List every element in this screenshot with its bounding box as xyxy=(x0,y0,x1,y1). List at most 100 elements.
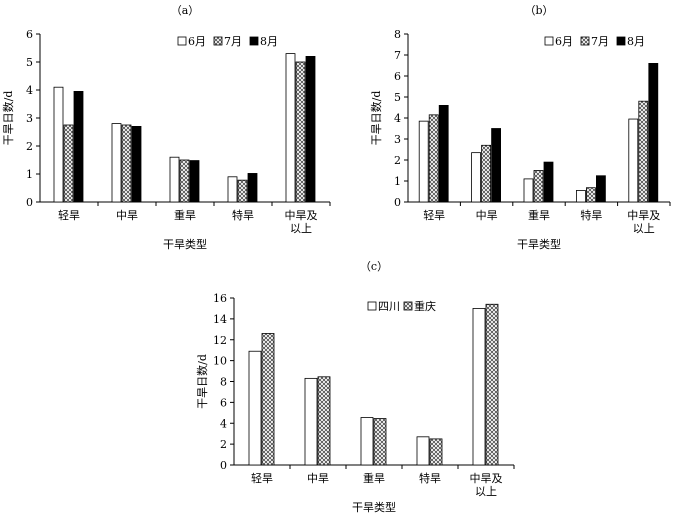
y-tick-label: 10 xyxy=(213,355,227,368)
y-tick-label: 4 xyxy=(26,84,33,97)
legend-label-2: 8月 xyxy=(260,35,278,48)
bar-四川-0 xyxy=(248,350,262,466)
bar-8月-1 xyxy=(491,128,502,203)
bar-6月-3 xyxy=(227,176,238,203)
legend-swatch-0 xyxy=(367,301,377,311)
legend-swatch-0 xyxy=(544,36,554,46)
x-tick-label: 中旱及以上 xyxy=(285,209,318,235)
panel-label: （b） xyxy=(524,4,553,17)
legend-label-0: 6月 xyxy=(188,35,206,48)
bar-四川-2 xyxy=(360,417,374,466)
bar-8月-3 xyxy=(596,175,606,203)
y-tick-label: 0 xyxy=(394,196,401,209)
y-tick-label: 2 xyxy=(26,140,33,153)
bar-8月-2 xyxy=(189,160,200,203)
y-tick-label: 5 xyxy=(394,91,401,104)
bar-四川-4 xyxy=(472,308,486,466)
legend-swatch-0 xyxy=(177,36,187,46)
bar-8月-0 xyxy=(73,91,84,203)
legend-label-2: 8月 xyxy=(627,35,645,48)
x-tick-label: 中旱及以上 xyxy=(627,209,660,235)
bar-6月-2 xyxy=(523,178,534,203)
y-tick-label: 5 xyxy=(26,56,33,69)
legend-swatch-2 xyxy=(616,36,626,46)
bar-重庆-2 xyxy=(373,418,387,466)
y-axis-label: 干旱日数/d xyxy=(370,91,383,146)
x-tick-label: 特旱 xyxy=(232,208,254,222)
bar-7月-1 xyxy=(121,124,132,203)
bar-四川-1 xyxy=(304,377,318,466)
bar-7月-1 xyxy=(481,144,492,203)
y-tick-label: 0 xyxy=(26,196,33,209)
x-tick-label: 中旱及以上 xyxy=(470,472,503,498)
bar-8月-3 xyxy=(247,173,258,203)
legend-label-1: 7月 xyxy=(224,35,242,48)
bar-6月-1 xyxy=(471,152,482,203)
y-tick-label: 2 xyxy=(220,438,227,451)
bar-7月-3 xyxy=(586,187,596,203)
bar-8月-2 xyxy=(543,161,554,203)
y-tick-label: 2 xyxy=(394,154,401,167)
x-axis-label: 干旱类型 xyxy=(352,500,396,514)
y-tick-label: 8 xyxy=(220,376,227,389)
panel-label: （c） xyxy=(360,260,388,273)
x-tick-label: 重旱 xyxy=(528,208,550,222)
legend-swatch-2 xyxy=(249,36,259,46)
y-tick-label: 7 xyxy=(394,49,401,62)
bar-重庆-3 xyxy=(429,438,443,466)
x-axis-label: 干旱类型 xyxy=(517,237,561,251)
legend-swatch-1 xyxy=(403,301,413,311)
y-tick-label: 3 xyxy=(26,112,33,125)
x-tick-label: 特旱 xyxy=(580,208,602,222)
bar-重庆-1 xyxy=(317,376,331,466)
x-tick-label: 中旱 xyxy=(476,209,498,222)
y-tick-label: 0 xyxy=(220,459,227,472)
y-axis-label: 干旱日数/d xyxy=(2,91,15,146)
bar-6月-3 xyxy=(576,190,586,203)
y-tick-label: 12 xyxy=(213,334,227,347)
y-tick-label: 8 xyxy=(394,28,401,41)
bar-8月-0 xyxy=(438,105,449,203)
y-tick-label: 6 xyxy=(220,396,227,409)
bar-8月-1 xyxy=(131,126,142,203)
x-tick-label: 轻旱 xyxy=(58,208,80,222)
y-tick-label: 14 xyxy=(213,313,227,326)
bar-8月-4 xyxy=(305,56,316,203)
x-tick-label: 特旱 xyxy=(419,471,441,485)
bar-6月-2 xyxy=(169,156,180,203)
bar-6月-0 xyxy=(418,120,429,203)
legend-label-0: 四川 xyxy=(378,300,400,313)
x-tick-label: 重旱 xyxy=(363,471,385,485)
y-axis-label: 干旱日数/d xyxy=(196,354,209,409)
bar-7月-0 xyxy=(63,124,74,203)
bar-7月-2 xyxy=(533,170,544,203)
legend-label-1: 7月 xyxy=(591,35,609,48)
legend-label-0: 6月 xyxy=(555,35,573,48)
x-tick-label: 中旱 xyxy=(307,472,329,485)
bar-6月-4 xyxy=(285,53,296,203)
bar-7月-4 xyxy=(295,61,306,203)
bar-6月-0 xyxy=(53,86,64,203)
y-tick-label: 6 xyxy=(394,70,401,83)
y-tick-label: 16 xyxy=(213,292,227,305)
x-tick-label: 中旱 xyxy=(116,209,138,222)
panel-label: （a） xyxy=(171,4,200,17)
bar-8月-4 xyxy=(648,63,659,203)
bar-重庆-4 xyxy=(485,303,499,466)
y-tick-label: 4 xyxy=(394,112,401,125)
y-tick-label: 3 xyxy=(394,133,401,146)
bar-重庆-0 xyxy=(261,333,275,466)
x-tick-label: 轻旱 xyxy=(423,208,445,222)
bar-四川-3 xyxy=(416,436,430,466)
bar-6月-1 xyxy=(111,123,122,203)
bar-7月-3 xyxy=(237,179,248,203)
legend-label-1: 重庆 xyxy=(414,299,436,313)
y-tick-label: 4 xyxy=(220,417,227,430)
x-tick-label: 重旱 xyxy=(174,208,196,222)
x-axis-label: 干旱类型 xyxy=(163,237,207,251)
y-tick-label: 6 xyxy=(26,28,33,41)
